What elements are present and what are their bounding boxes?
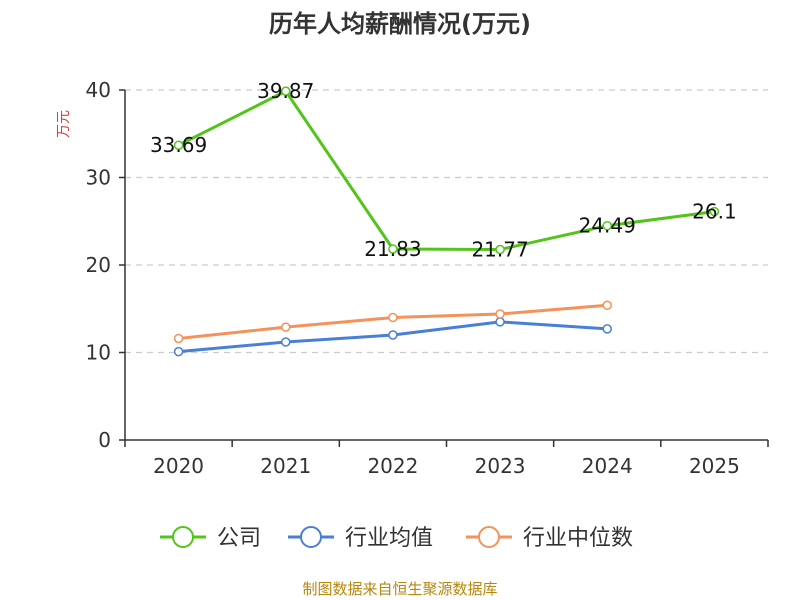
data-point	[173, 333, 184, 344]
source-note: 制图数据来自恒生聚源数据库	[302, 580, 497, 598]
x-tick-label: 2021	[260, 454, 311, 478]
data-point	[388, 244, 398, 254]
y-tick-label: 0	[98, 428, 111, 452]
x-tick-label: 2020	[153, 454, 204, 478]
data-label: 39.87	[257, 79, 314, 103]
data-point	[602, 220, 612, 231]
data-point	[281, 337, 291, 347]
legend-label-0: 公司	[217, 526, 261, 551]
data-point	[281, 86, 291, 96]
data-point	[495, 244, 505, 255]
data-point	[388, 330, 398, 340]
data-point	[602, 324, 612, 334]
legend-marker-1	[300, 526, 322, 548]
y-tick-label: 10	[86, 341, 111, 365]
data-point	[281, 322, 291, 332]
legend-marker-2	[478, 526, 500, 548]
data-labels: 33.69 39.87 21.83 21.77 24.49 26.1	[150, 79, 737, 261]
legend[interactable]: 公司 行业均值 行业中位数	[160, 526, 633, 551]
y-tick-label: 20	[86, 253, 111, 277]
series-line-0	[177, 89, 715, 252]
x-tick-label: 2023	[475, 454, 526, 478]
chart-title: 历年人均薪酬情况(万元)	[269, 10, 531, 38]
y-tick-label: 40	[86, 78, 111, 102]
y-tick-label: 30	[86, 166, 111, 190]
x-tick-label: 2025	[689, 454, 740, 478]
legend-marker-0	[172, 526, 194, 548]
data-point	[173, 140, 184, 150]
x-tick-label: 2022	[367, 454, 418, 478]
data-label: 21.77	[471, 238, 528, 262]
data-label: 26.1	[692, 200, 737, 224]
series-lines	[173, 86, 720, 357]
data-point	[173, 346, 184, 357]
data-point	[388, 312, 398, 323]
data-point	[495, 317, 505, 327]
axes: 0 10 20 30 40 2020 2021 2022 2023 2024 2025	[86, 78, 769, 478]
y-axis-label: 万元	[56, 110, 72, 138]
data-label: 33.69	[150, 133, 207, 157]
grid-lines	[125, 89, 768, 354]
data-point	[602, 300, 612, 310]
data-label: 24.49	[579, 214, 636, 238]
data-point	[495, 309, 505, 319]
legend-label-2: 行业中位数	[523, 526, 633, 551]
data-point	[709, 206, 720, 217]
legend-label-1: 行业均值	[345, 526, 433, 551]
x-tick-label: 2024	[582, 454, 633, 478]
data-label: 21.83	[364, 237, 421, 261]
